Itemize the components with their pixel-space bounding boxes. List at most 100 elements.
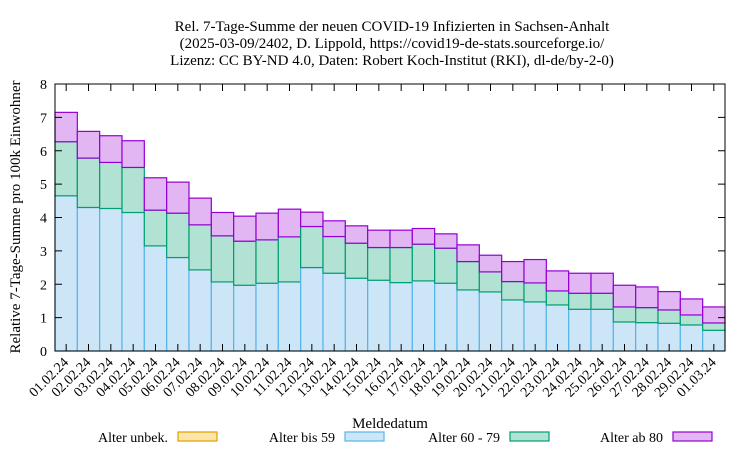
bar-segment	[76, 157, 101, 209]
bar-segment	[590, 292, 614, 310]
legend-swatch	[672, 431, 713, 442]
bar-segment	[166, 181, 190, 214]
chart-title-line: (2025-03-09/2402, D. Lippold, https://co…	[180, 36, 605, 52]
bar-segment	[411, 280, 436, 352]
x-axis-label: Meldedatum	[352, 416, 428, 432]
bar-segment	[143, 209, 168, 247]
bar-segment	[76, 130, 101, 159]
bar-segment	[121, 211, 145, 352]
bar-segment	[344, 242, 369, 279]
bar-segment	[99, 161, 123, 210]
bars	[54, 111, 726, 352]
bar-segment	[545, 290, 570, 306]
y-tick-label: 5	[40, 178, 47, 193]
bar-segment	[255, 212, 279, 241]
legend-swatch	[344, 431, 385, 442]
y-axis: 0 1 2 3 4 5 6 7 8	[40, 78, 725, 360]
bar-segment	[143, 177, 168, 211]
bar-segment	[478, 271, 503, 293]
bar-segment	[702, 306, 726, 324]
bar-segment	[434, 282, 458, 352]
bar-segment	[456, 244, 480, 263]
bar-segment	[121, 166, 145, 214]
bar-segment	[143, 245, 168, 352]
bar-segment	[456, 260, 480, 291]
bar-segment	[590, 272, 614, 294]
bar-segment	[210, 281, 235, 352]
bar-segment	[54, 141, 78, 197]
legend-label: Alter 60 - 79	[428, 431, 500, 446]
bar-segment	[545, 270, 570, 292]
bar-segment	[233, 215, 257, 242]
bar-segment	[322, 272, 346, 352]
bar-segment	[523, 282, 547, 303]
y-tick-label: 0	[40, 345, 47, 360]
bar-segment	[300, 266, 324, 352]
bar-segment	[99, 207, 123, 352]
bar-segment	[210, 211, 235, 237]
bar-segment	[456, 289, 480, 352]
bar-segment	[478, 291, 503, 352]
bar-segment	[657, 290, 681, 311]
legend-label: Alter ab 80	[600, 431, 663, 446]
bar-segment	[367, 229, 391, 249]
bar-segment	[99, 135, 123, 164]
bar-segment	[188, 197, 212, 226]
bar-segment	[389, 281, 413, 352]
legend-label: Alter unbek.	[98, 431, 168, 446]
bar-segment	[344, 225, 369, 244]
bar-segment	[54, 195, 78, 352]
bar-segment	[233, 240, 257, 286]
bar-segment	[300, 211, 324, 228]
y-tick-label: 1	[40, 312, 47, 327]
bar-segment	[501, 299, 525, 352]
legend-label: Alter bis 59	[269, 431, 335, 446]
chart-title: Rel. 7-Tage-Summe der neuen COVID-19 Inf…	[170, 19, 614, 69]
bar-segment	[121, 140, 145, 169]
bar-segment	[523, 258, 547, 284]
bar-segment	[255, 239, 279, 284]
chart-title-line: Lizenz: CC BY-ND 4.0, Daten: Robert Koch…	[170, 53, 614, 69]
y-tick-label: 8	[40, 78, 47, 93]
bar-segment	[322, 220, 346, 238]
bar-segment	[411, 243, 436, 282]
bar-segment	[389, 229, 413, 249]
bar-segment	[657, 309, 681, 324]
bar-segment	[702, 322, 726, 331]
y-tick-label: 7	[40, 111, 47, 126]
legend-swatch	[177, 431, 218, 442]
bar-segment	[166, 212, 190, 259]
bar-segment	[233, 284, 257, 352]
bar-segment	[568, 272, 592, 294]
bar-segment	[188, 224, 212, 271]
y-axis-label: Relative 7-Tage-Summe pro 100k Einwohner	[8, 80, 24, 353]
bar-segment	[523, 301, 547, 352]
bar-segment	[411, 227, 436, 245]
bar-segment	[568, 292, 592, 310]
bar-segment	[54, 111, 78, 143]
bar-segment	[501, 280, 525, 301]
bar-segment	[612, 306, 637, 323]
bar-segment	[367, 246, 391, 281]
bar-segment	[434, 233, 458, 249]
bar-segment	[679, 298, 704, 316]
bar-segment	[501, 260, 525, 283]
bar-segment	[166, 256, 190, 352]
bar-segment	[389, 246, 413, 284]
bar-segment	[367, 279, 391, 352]
bar-segment	[635, 286, 659, 309]
y-tick-label: 3	[40, 245, 47, 260]
y-tick-label: 6	[40, 145, 47, 160]
bar-segment	[635, 307, 659, 324]
bar-segment	[478, 254, 503, 273]
legend-swatch	[509, 431, 550, 442]
bar-segment	[344, 277, 369, 352]
bar-segment	[679, 314, 704, 326]
legend: Alter unbek. Alter bis 59 Alter 60 - 79 Alt…	[98, 431, 713, 446]
bar-segment	[255, 282, 279, 352]
bar-segment	[188, 269, 212, 352]
bar-segment	[322, 235, 346, 274]
y-tick-label: 2	[40, 278, 47, 293]
chart-title-line: Rel. 7-Tage-Summe der neuen COVID-19 Inf…	[175, 19, 610, 35]
